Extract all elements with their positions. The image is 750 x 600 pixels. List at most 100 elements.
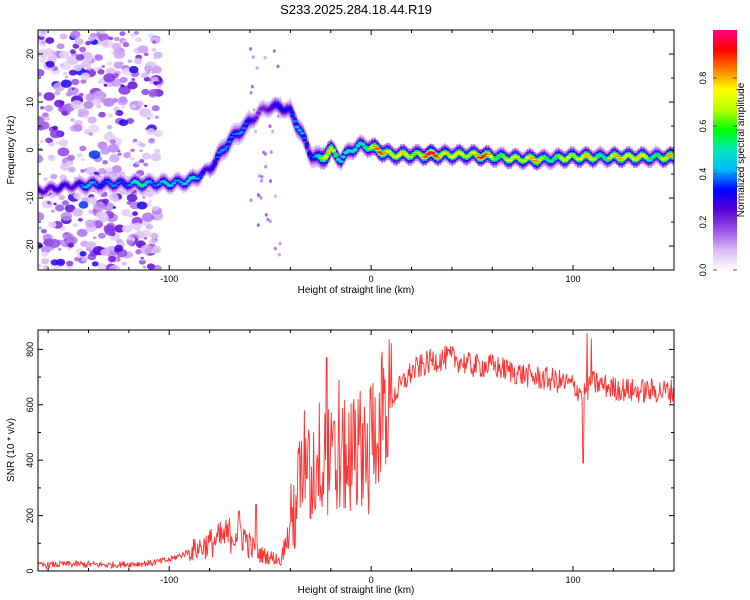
noise-blob <box>118 96 127 103</box>
ridge-cell <box>430 152 436 155</box>
noise-blob <box>107 143 120 153</box>
noise-blob <box>250 84 254 89</box>
ridge-cell <box>580 155 586 158</box>
ridge-cell <box>403 153 409 156</box>
ridge-cell <box>297 129 303 132</box>
noise-blob <box>156 84 162 89</box>
ridge-cell <box>91 181 97 184</box>
noise-blob <box>152 265 162 270</box>
noise-blob <box>102 198 109 204</box>
noise-blob <box>70 100 83 110</box>
ridge-cell <box>76 182 82 184</box>
ridge-cell <box>571 154 576 157</box>
ridge-cell <box>164 182 169 185</box>
ridge-cell <box>183 182 189 185</box>
noise-blob <box>259 196 263 200</box>
y-tick-label: -10 <box>25 191 35 204</box>
noise-blob <box>79 251 87 257</box>
ridge-cell <box>195 177 201 180</box>
ridge-cell <box>59 184 65 187</box>
ridge-cell <box>156 183 162 186</box>
noise-blob <box>80 168 86 173</box>
noise-blob <box>115 112 120 116</box>
noise-blob <box>43 92 55 101</box>
noise-blob <box>130 148 135 152</box>
noise-blob <box>94 54 103 61</box>
ridge-cell <box>350 150 356 153</box>
noise-blob <box>136 201 148 210</box>
ridge-cell <box>588 157 593 159</box>
noise-blob <box>114 244 124 252</box>
ridge-cell <box>50 186 55 188</box>
x-tick-label: 0 <box>369 575 374 585</box>
noise-blob <box>67 86 79 96</box>
noise-blob <box>67 154 75 161</box>
ridge-cell <box>558 157 564 159</box>
noise-blob <box>111 42 122 51</box>
ridge-cell <box>142 183 148 186</box>
noise-blob <box>49 129 62 139</box>
ridge-cell <box>440 152 445 155</box>
noise-blob <box>39 57 47 64</box>
noise-blob <box>41 258 50 265</box>
ridge-cell <box>161 180 167 183</box>
noise-blob <box>66 55 79 65</box>
ridge-cell <box>537 159 542 162</box>
ridge-cell <box>355 145 361 147</box>
noise-blob <box>88 210 93 214</box>
noise-blob <box>148 200 153 203</box>
noise-blob <box>40 106 45 110</box>
noise-blob <box>47 154 56 162</box>
noise-blob <box>64 75 68 79</box>
noise-blob <box>102 97 115 107</box>
noise-blob <box>76 228 88 237</box>
noise-blob <box>142 265 147 269</box>
noise-blob <box>118 119 129 127</box>
noise-blob <box>67 242 75 248</box>
ridge-cell <box>98 185 104 188</box>
noise-blob <box>260 175 264 179</box>
y-tick-label: 800 <box>25 342 35 357</box>
ridge-cell <box>326 150 332 154</box>
noise-blob <box>109 154 120 163</box>
ridge-cell <box>200 171 206 174</box>
noise-blob <box>68 166 76 173</box>
ridge-cell <box>449 156 455 159</box>
noise-blob <box>108 267 115 270</box>
noise-blob <box>99 78 104 82</box>
ridge-cell <box>634 158 639 161</box>
noise-blob <box>133 31 139 35</box>
noise-blob <box>68 69 77 76</box>
ridge-cell <box>503 157 508 160</box>
ridge-cell <box>416 152 421 154</box>
noise-blob <box>45 60 55 68</box>
ridge-cell <box>224 145 230 148</box>
ridge-cell <box>544 157 550 160</box>
ridge-cell <box>549 160 554 163</box>
ridge-cell <box>270 105 276 108</box>
noise-blob <box>121 209 131 217</box>
noise-blob <box>101 39 114 49</box>
ridge-cell <box>401 151 407 154</box>
ridge-cell <box>595 155 601 158</box>
ridge-cell <box>316 155 322 158</box>
ridge-cell <box>101 182 106 185</box>
noise-blob <box>263 55 267 60</box>
noise-blob <box>72 208 83 217</box>
noise-blob <box>41 40 46 45</box>
noise-blob <box>140 258 145 262</box>
noise-blob <box>126 118 135 124</box>
noise-blob <box>80 107 86 112</box>
noise-blob <box>268 219 272 224</box>
ridge-cell <box>486 153 492 156</box>
ridge-cell <box>377 151 382 154</box>
noise-blob <box>81 158 85 161</box>
noise-blob <box>77 217 83 222</box>
noise-blob <box>56 258 66 266</box>
noise-blob <box>139 142 146 148</box>
noise-blob <box>251 55 255 59</box>
ridge-cell <box>563 158 569 161</box>
ridge-cell <box>336 158 341 161</box>
noise-blob <box>85 219 96 228</box>
